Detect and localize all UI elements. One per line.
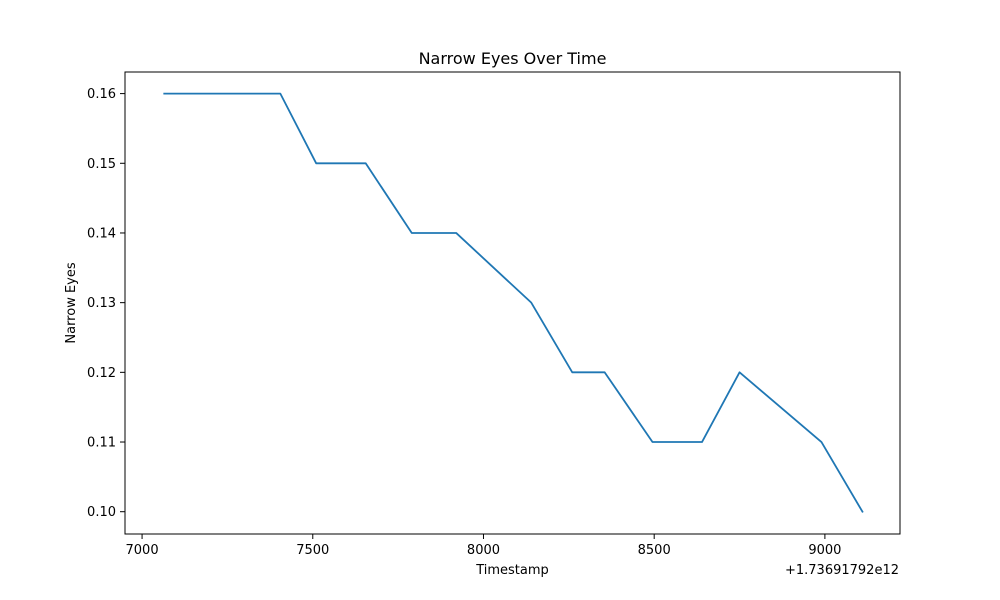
y-tick-label: 0.11 (87, 436, 116, 451)
y-tick-label: 0.14 (87, 226, 116, 241)
y-tick-label: 0.16 (87, 87, 116, 102)
x-tick-label: 8000 (467, 543, 500, 558)
y-tick-label: 0.10 (87, 505, 116, 520)
chart-title: Narrow Eyes Over Time (419, 49, 607, 68)
x-axis-label: Timestamp (475, 563, 549, 578)
y-axis-label: Narrow Eyes (64, 262, 79, 343)
x-tick-label: 9000 (808, 543, 841, 558)
x-tick-label: 7000 (126, 543, 159, 558)
ticks-layer: 7000 7500 8000 8500 9000 0.10 0.11 0.12 0.13 0.14… (87, 87, 841, 558)
y-tick-label: 0.12 (87, 366, 116, 381)
x-axis-offset-label: +1.73691792e12 (785, 563, 899, 578)
series-layer (163, 92, 864, 513)
x-tick-label: 8500 (638, 543, 671, 558)
plot-area-frame (124, 71, 901, 535)
x-tick-label: 7500 (296, 543, 329, 558)
y-tick-label: 0.15 (87, 157, 116, 172)
series-line (163, 92, 864, 513)
y-tick-label: 0.13 (87, 296, 116, 311)
